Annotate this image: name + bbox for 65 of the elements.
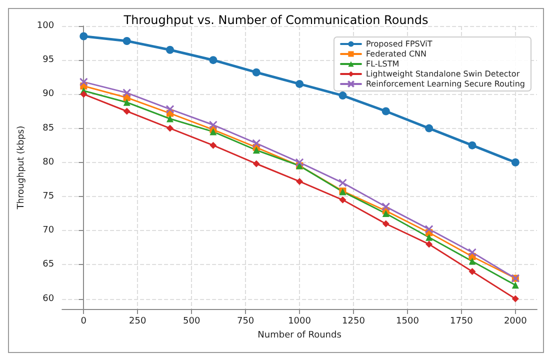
y-tick-label: 75 bbox=[42, 191, 54, 202]
point bbox=[166, 124, 174, 132]
point bbox=[166, 115, 174, 122]
y-tick-label: 65 bbox=[42, 260, 54, 270]
x-tick-label: 250 bbox=[129, 316, 146, 326]
legend-label: Proposed FPSViT bbox=[366, 40, 432, 48]
point bbox=[468, 268, 476, 275]
point bbox=[424, 224, 434, 234]
legend-label: Lightweight Standalone Swin Detector bbox=[366, 70, 520, 78]
x-tick-label: 1500 bbox=[396, 316, 420, 326]
point bbox=[166, 46, 174, 54]
point bbox=[122, 88, 132, 98]
point bbox=[252, 146, 260, 154]
point bbox=[252, 139, 261, 148]
point bbox=[252, 68, 260, 76]
x-tick-label: 0 bbox=[80, 316, 87, 326]
y-tick-label: 90 bbox=[42, 89, 54, 100]
x-tick-label: 750 bbox=[236, 316, 254, 326]
point bbox=[338, 178, 347, 188]
point bbox=[338, 92, 347, 100]
point bbox=[296, 80, 304, 88]
y-tick-label: 60 bbox=[42, 294, 54, 304]
legend-label: Reinforcement Learning Secure Routing bbox=[366, 80, 525, 88]
point bbox=[426, 240, 433, 248]
x-axis-title: Number of Rounds bbox=[258, 330, 342, 340]
point bbox=[123, 108, 130, 115]
point bbox=[123, 98, 130, 106]
point bbox=[382, 210, 390, 218]
point bbox=[512, 295, 519, 302]
point bbox=[382, 202, 390, 211]
point bbox=[382, 107, 390, 116]
point bbox=[468, 248, 476, 257]
point bbox=[296, 178, 304, 185]
point bbox=[209, 56, 218, 64]
y-axis-title: Throughput (kbps) bbox=[16, 126, 26, 210]
point bbox=[80, 32, 88, 40]
point bbox=[511, 158, 520, 166]
x-tick-label: 500 bbox=[183, 316, 200, 326]
point bbox=[512, 282, 519, 289]
legend-label: FL-LSTM bbox=[366, 60, 400, 68]
point bbox=[79, 78, 88, 86]
point bbox=[426, 234, 433, 241]
y-tick-label: 100 bbox=[36, 21, 54, 31]
y-tick-label: 85 bbox=[42, 123, 54, 134]
x-tick-label: 1000 bbox=[288, 316, 312, 326]
point bbox=[208, 120, 218, 130]
y-tick-label: 95 bbox=[42, 55, 54, 66]
point bbox=[252, 160, 260, 168]
x-tick-label: 1250 bbox=[342, 316, 366, 326]
point bbox=[339, 196, 346, 204]
legend-label: Federated CNN bbox=[366, 50, 427, 58]
point bbox=[425, 124, 434, 132]
x-tick-label: 2000 bbox=[504, 316, 528, 326]
chart-title: Throughput vs. Number of Communication Rounds bbox=[122, 13, 428, 27]
y-tick-label: 80 bbox=[42, 157, 54, 168]
point bbox=[122, 37, 131, 45]
y-tick-label: 70 bbox=[42, 226, 54, 236]
point bbox=[80, 90, 88, 98]
point bbox=[468, 258, 476, 265]
point bbox=[468, 141, 476, 150]
point bbox=[210, 142, 217, 149]
x-tick-label: 1750 bbox=[450, 316, 474, 326]
point bbox=[166, 104, 174, 114]
point bbox=[295, 158, 304, 167]
point bbox=[382, 220, 390, 228]
